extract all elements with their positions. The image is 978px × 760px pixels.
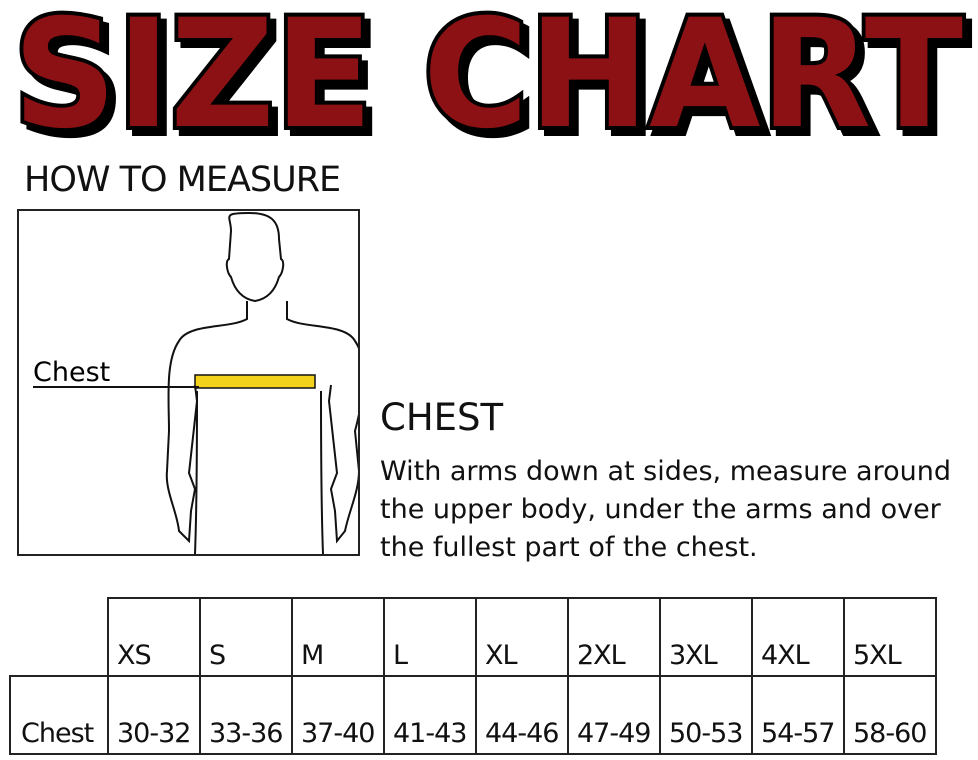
how-to-measure-heading: HOW TO MEASURE: [24, 160, 341, 200]
measurement-cell: 41-43: [383, 675, 477, 755]
row-label: Chest: [9, 675, 109, 755]
size-header: XS: [107, 597, 201, 677]
size-header-row: XS S M L XL 2XL 3XL 4XL 5XL: [10, 597, 937, 677]
empty-corner-cell: [10, 598, 108, 676]
title-text: SIZE CHART: [13, 0, 963, 162]
size-header: 2XL: [567, 597, 661, 677]
measure-figure: Chest: [17, 209, 365, 556]
measurement-cell: 44-46: [475, 675, 569, 755]
table-row: Chest 30-32 33-36 37-40 41-43 44-46 47-4…: [9, 675, 937, 755]
measurement-cell: 33-36: [199, 675, 293, 755]
measurement-cell: 50-53: [659, 675, 753, 755]
size-header: 5XL: [843, 597, 937, 677]
size-chart-title-logo: SIZE CHART: [0, 0, 978, 166]
size-header: L: [383, 597, 477, 677]
measurement-cell: 37-40: [291, 675, 385, 755]
size-header: S: [199, 597, 293, 677]
measuring-tape: [194, 374, 316, 389]
chest-heading: CHEST: [380, 396, 504, 439]
chest-label: Chest: [33, 357, 110, 388]
measurement-cell: 47-49: [567, 675, 661, 755]
size-header: M: [291, 597, 385, 677]
measurement-cell: 54-57: [751, 675, 845, 755]
body-outline-illustration: Chest: [33, 211, 365, 555]
measurement-cell: 58-60: [843, 675, 937, 755]
size-header: XL: [475, 597, 569, 677]
size-table: XS S M L XL 2XL 3XL 4XL 5XL Chest 30-32 …: [9, 597, 937, 755]
size-header: 4XL: [751, 597, 845, 677]
size-header: 3XL: [659, 597, 753, 677]
measurement-cell: 30-32: [107, 675, 201, 755]
chest-instructions: With arms down at sides, measure around …: [380, 456, 951, 563]
